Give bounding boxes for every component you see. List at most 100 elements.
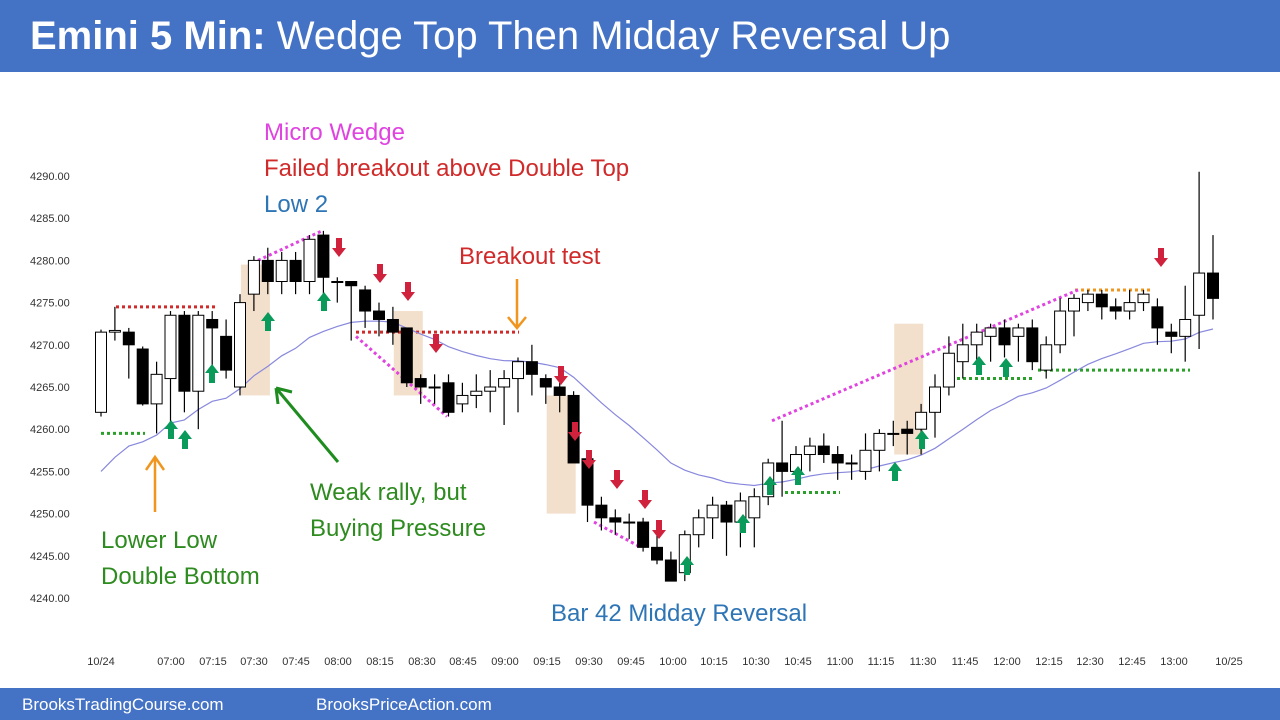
orange-arrow-icon: [144, 454, 166, 512]
x-tick-label: 08:30: [408, 656, 436, 668]
x-tick-label: 11:00: [827, 656, 854, 668]
x-tick-label: 08:15: [366, 656, 394, 668]
buy-arrow-icon: [261, 312, 275, 331]
candle-body: [220, 335, 233, 371]
x-tick-label: 10/25: [1215, 656, 1243, 668]
candle-body: [1193, 272, 1206, 316]
candle-body: [1123, 302, 1136, 312]
y-tick-label: 4275.00: [30, 298, 70, 310]
candle-body: [1137, 293, 1150, 304]
candle-body: [1095, 293, 1108, 308]
candle-body: [706, 504, 719, 519]
candle-body: [845, 462, 858, 465]
candle-body: [275, 259, 288, 282]
x-tick-label: 07:30: [240, 656, 268, 668]
candle-body: [859, 449, 872, 472]
candle-body: [178, 314, 191, 392]
candle-body: [553, 386, 566, 396]
candle-body: [164, 314, 177, 380]
candle-body: [414, 378, 427, 388]
candle-body: [595, 504, 608, 519]
sell-arrow-icon: [582, 450, 596, 469]
y-tick-label: 4260.00: [30, 424, 70, 436]
candle-body: [206, 318, 219, 329]
sell-arrow-icon: [1154, 248, 1168, 267]
candle-body: [915, 411, 928, 430]
candle-body: [484, 386, 497, 392]
sell-arrow-icon: [401, 282, 415, 301]
y-tick-label: 4285.00: [30, 213, 70, 225]
y-tick-label: 4270.00: [30, 340, 70, 352]
buy-arrow-icon: [205, 364, 219, 383]
candle-body: [609, 517, 622, 523]
annotation-micro-wedge: Micro Wedge: [264, 119, 405, 146]
candle-body: [512, 361, 524, 380]
candle-body: [289, 259, 302, 282]
annotation-low2: Low 2: [264, 191, 328, 218]
x-tick-label: 10:15: [700, 656, 728, 668]
candle-body: [539, 378, 552, 388]
buy-arrow-icon: [915, 430, 929, 449]
sell-arrow-icon: [638, 490, 652, 509]
candle-body: [442, 382, 455, 413]
candle-body: [692, 517, 705, 536]
x-tick-label: 09:45: [617, 656, 645, 668]
x-tick-label: 09:15: [533, 656, 561, 668]
y-tick-label: 4245.00: [30, 551, 70, 563]
candle-body: [303, 238, 316, 283]
candle-body: [664, 559, 677, 582]
candle-body: [345, 281, 358, 287]
candle-body: [887, 432, 900, 435]
candle-body: [1026, 327, 1039, 363]
candle-body: [831, 454, 844, 464]
orange-arrow-icon: [507, 279, 527, 330]
annotation-lower-low: Lower Low: [101, 527, 218, 554]
y-tick-label: 4290.00: [30, 171, 70, 183]
candle-body: [234, 302, 246, 388]
buy-arrow-icon: [972, 356, 986, 375]
buy-arrow-icon: [763, 476, 777, 495]
candle-body: [817, 445, 830, 456]
buy-arrow-icon: [999, 358, 1013, 377]
candle-body: [359, 289, 372, 312]
title-bar: Emini 5 Min: Wedge Top Then Midday Rever…: [0, 0, 1280, 72]
footer-link-left[interactable]: BrooksTradingCourse.com: [22, 695, 224, 714]
x-tick-label: 07:15: [199, 656, 227, 668]
candle-body: [261, 259, 274, 282]
annotation-bar42: Bar 42 Midday Reversal: [551, 600, 807, 627]
footer-link-right[interactable]: BrooksPriceAction.com: [316, 695, 492, 714]
y-tick-label: 4265.00: [30, 382, 70, 394]
x-tick-label: 07:00: [157, 656, 185, 668]
buy-arrow-icon: [888, 462, 902, 481]
candle-body: [498, 378, 511, 388]
annotation-double-bottom: Double Bottom: [101, 563, 260, 590]
y-tick-label: 4280.00: [30, 255, 70, 267]
candle-body: [651, 546, 663, 561]
candle-body: [470, 390, 483, 396]
sell-arrow-icon: [652, 520, 666, 539]
candle-body: [748, 496, 761, 519]
candle-body: [456, 394, 469, 405]
candle-body: [720, 504, 733, 523]
sell-arrow-icon: [373, 264, 387, 283]
candle-body: [623, 521, 636, 524]
candle-body: [95, 331, 107, 413]
sell-arrow-icon: [610, 470, 624, 489]
x-tick-label: 09:30: [575, 656, 603, 668]
annotation-failed-breakout: Failed breakout above Double Top: [264, 155, 629, 182]
sell-arrow-icon: [429, 334, 443, 353]
green-arrow-icon: [274, 386, 340, 463]
candle-body: [400, 327, 413, 384]
buy-arrow-icon: [178, 430, 192, 449]
annotation-weak-rally: Weak rally, but: [310, 479, 467, 506]
candle-body: [525, 361, 538, 375]
candle-body: [1151, 306, 1164, 329]
x-tick-label: 11:45: [952, 656, 979, 668]
candle-body: [1179, 318, 1192, 337]
x-tick-label: 09:00: [491, 656, 519, 668]
candle-body: [192, 314, 205, 392]
x-tick-label: 08:00: [324, 656, 352, 668]
x-tick-label: 08:45: [449, 656, 477, 668]
candle-body: [122, 331, 135, 346]
candle-body: [1207, 272, 1219, 299]
